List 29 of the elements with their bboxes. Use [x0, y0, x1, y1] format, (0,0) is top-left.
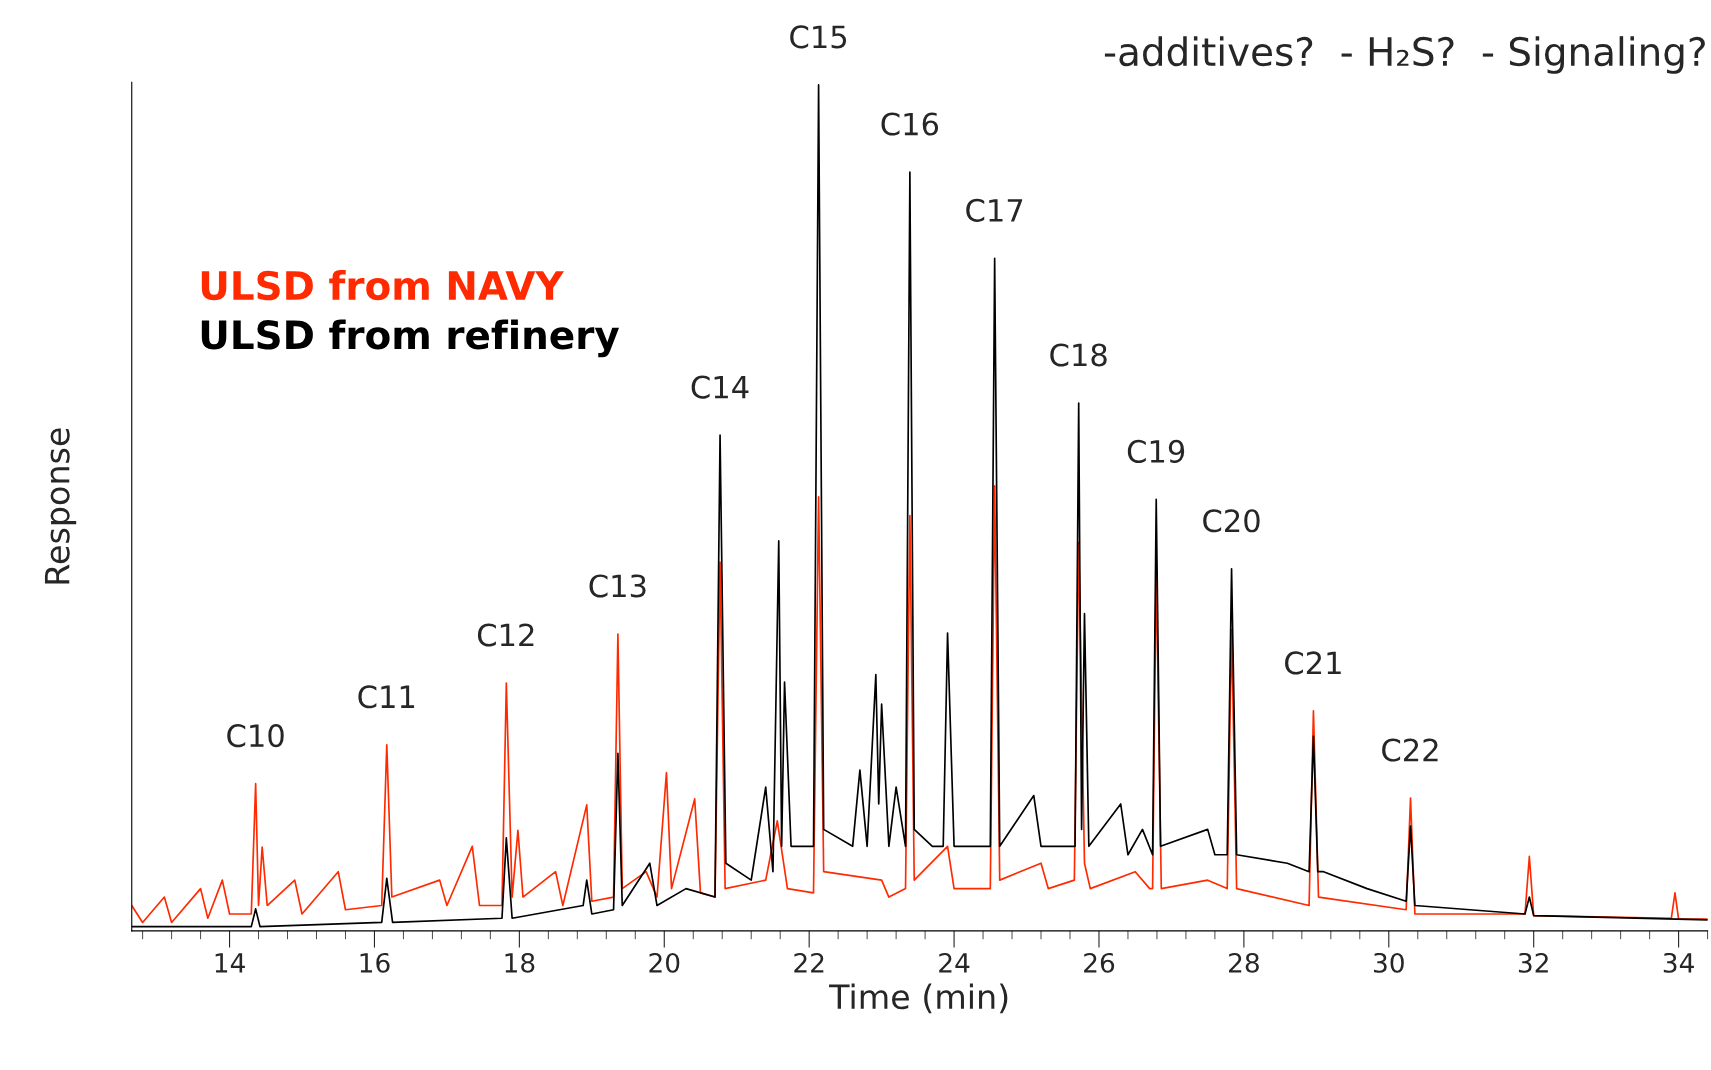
x-tick-label: 34 [1663, 952, 1694, 973]
x-tick-label: 20 [649, 952, 680, 973]
y-axis-title: Response [44, 428, 77, 584]
annotation: C21 [1285, 651, 1341, 675]
x-tick-label: 26 [1084, 952, 1115, 973]
x-axis-title: Time (min) [829, 983, 1008, 1014]
annotation: C17 [966, 198, 1023, 222]
annotation: C19 [1127, 439, 1185, 463]
text: ULSD from NAVY [201, 270, 564, 301]
annotation: C20 [1203, 509, 1260, 533]
text: ULSD from refinery [201, 319, 620, 358]
x-tick-label: 16 [360, 952, 390, 973]
annotation: C15 [790, 25, 847, 49]
annotation: C12 [477, 623, 534, 647]
x-tick-label: 30 [1374, 952, 1404, 973]
annotation: C13 [589, 574, 646, 598]
annotation: C16 [881, 112, 939, 136]
annotation: C11 [358, 685, 415, 709]
x-tick-label: 32 [1518, 952, 1548, 973]
x-tick-label: 14 [215, 953, 245, 973]
annotation: C18 [1050, 343, 1107, 367]
x-tick-label: 28 [1229, 952, 1259, 973]
x-tick-label: 18 [505, 952, 535, 973]
x-tick-label: 24 [939, 952, 970, 973]
chart-title: -additives? - H₂S? - Signaling? [1104, 36, 1705, 74]
annotation: C10 [227, 724, 284, 748]
x-tick-label: 22 [794, 952, 824, 973]
annotation: C14 [691, 375, 749, 399]
annotation: C22 [1382, 738, 1438, 762]
